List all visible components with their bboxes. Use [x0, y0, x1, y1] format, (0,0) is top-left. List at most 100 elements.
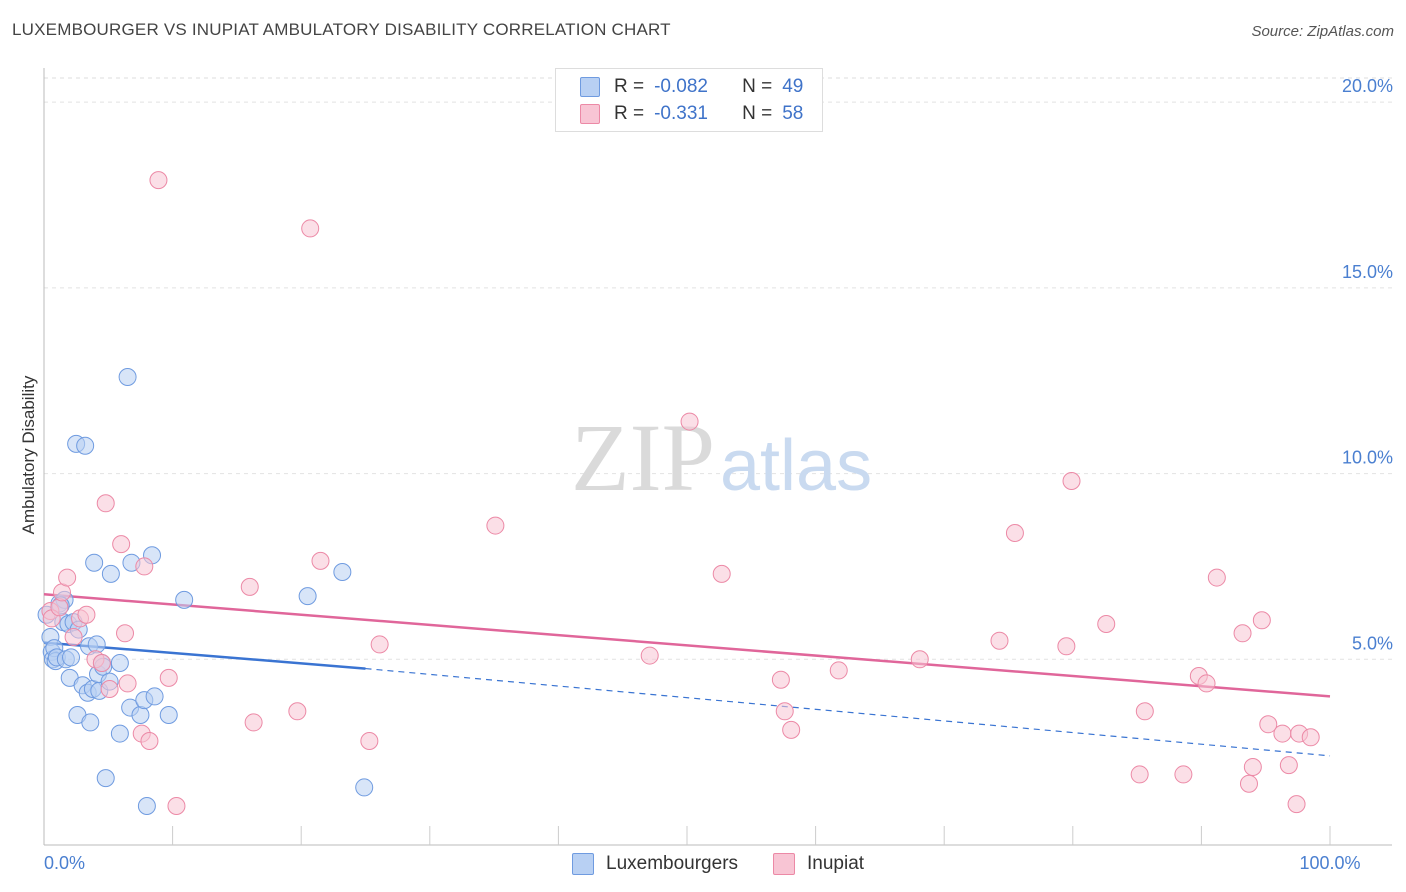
- data-point-inupiat: [1057, 637, 1076, 656]
- data-point-inupiat: [96, 494, 115, 513]
- data-point-luxembourgers: [96, 769, 115, 788]
- y-tick-label: 15.0%: [1342, 262, 1393, 282]
- data-point-inupiat: [360, 732, 379, 750]
- data-point-inupiat: [64, 628, 83, 646]
- n-label: N =: [742, 76, 773, 97]
- data-point-inupiat: [640, 646, 659, 665]
- data-point-inupiat: [311, 551, 330, 570]
- source-label: Source: ZipAtlas.com: [1251, 23, 1394, 40]
- y-tick-label: 20.0%: [1342, 76, 1393, 96]
- data-point-inupiat: [244, 713, 263, 732]
- data-point-inupiat: [301, 219, 320, 238]
- data-point-inupiat: [680, 412, 699, 431]
- tick-labels: 5.0% 10.0% 15.0% 20.0% 0.0% 100.0%: [44, 76, 1393, 873]
- legend-label-luxembourgers: Luxembourgers: [606, 853, 739, 874]
- data-point-inupiat: [159, 668, 178, 687]
- data-point-inupiat: [1252, 611, 1271, 630]
- data-point-inupiat: [1287, 795, 1306, 814]
- n-value: 49: [782, 76, 804, 97]
- legend-swatch-luxembourgers: [572, 853, 594, 875]
- data-point-luxembourgers: [131, 706, 150, 724]
- y-tick-label: 10.0%: [1342, 448, 1393, 468]
- chart-title: LUXEMBOURGER VS INUPIAT AMBULATORY DISAB…: [12, 20, 671, 39]
- trend-line: [43, 593, 1331, 698]
- data-point-inupiat: [50, 598, 69, 617]
- data-point-luxembourgers: [118, 368, 137, 386]
- data-point-inupiat: [782, 720, 801, 739]
- legend-swatch-luxembourgers: [580, 77, 600, 97]
- data-point-inupiat: [167, 797, 186, 815]
- data-point-luxembourgers: [110, 724, 129, 743]
- data-point-inupiat: [829, 661, 848, 680]
- data-point-luxembourgers: [81, 713, 100, 732]
- legend-label-inupiat: Inupiat: [807, 853, 865, 874]
- x-tick-label: 100.0%: [1299, 853, 1360, 873]
- data-point-inupiat: [370, 635, 389, 654]
- data-point-luxembourgers: [137, 797, 156, 815]
- data-point-inupiat: [1135, 702, 1154, 721]
- data-point-luxembourgers: [76, 436, 95, 455]
- legend-swatch-inupiat: [580, 104, 600, 124]
- r-value: -0.082: [654, 76, 708, 97]
- data-point-inupiat: [1273, 724, 1292, 743]
- r-value: -0.331: [654, 103, 708, 124]
- data-point-inupiat: [990, 631, 1009, 650]
- data-point-inupiat: [775, 702, 794, 721]
- data-point-inupiat: [116, 624, 135, 643]
- bottom-legend-inupiat: Inupiat: [773, 851, 864, 877]
- data-point-luxembourgers: [62, 648, 81, 667]
- data-point-inupiat: [1243, 758, 1262, 776]
- data-point-luxembourgers: [145, 687, 164, 706]
- data-point-luxembourgers: [101, 564, 120, 583]
- data-point-inupiat: [1239, 774, 1258, 793]
- trend-lines: [43, 593, 1331, 757]
- data-point-inupiat: [1207, 568, 1226, 587]
- data-point-luxembourgers: [85, 553, 104, 572]
- legend-row-luxembourgers: R = -0.082 N = 49: [580, 74, 803, 100]
- data-point-luxembourgers: [298, 587, 317, 606]
- data-point-inupiat: [1259, 715, 1278, 734]
- data-point-inupiat: [77, 605, 96, 624]
- data-point-luxembourgers: [333, 563, 352, 581]
- data-point-inupiat: [486, 516, 505, 535]
- data-point-inupiat: [58, 568, 77, 587]
- data-point-inupiat: [118, 674, 137, 693]
- data-point-inupiat: [1097, 615, 1116, 633]
- axes: [43, 68, 1392, 846]
- data-point-luxembourgers: [110, 654, 129, 672]
- r-label: R =: [614, 76, 645, 97]
- data-point-inupiat: [1005, 524, 1024, 542]
- data-point-luxembourgers: [355, 778, 374, 797]
- watermark-atlas: atlas: [720, 426, 872, 506]
- data-point-inupiat: [100, 680, 119, 698]
- x-tick-label: 0.0%: [44, 853, 85, 873]
- data-point-inupiat: [1062, 472, 1081, 490]
- data-points: [37, 171, 1320, 815]
- data-point-inupiat: [771, 670, 790, 689]
- legend-row-inupiat: R = -0.331 N = 58: [580, 101, 803, 127]
- r-label: R =: [614, 103, 645, 124]
- data-point-inupiat: [288, 702, 307, 721]
- data-point-inupiat: [1174, 765, 1193, 784]
- n-label: N =: [742, 103, 773, 124]
- data-point-inupiat: [712, 564, 731, 583]
- data-point-inupiat: [1301, 728, 1320, 747]
- stats-legend: R = -0.082 N = 49 R = -0.331 N = 58: [555, 68, 823, 132]
- trend-line-dashed: [365, 667, 1331, 757]
- data-point-inupiat: [92, 654, 111, 672]
- data-point-inupiat: [149, 171, 168, 190]
- data-point-inupiat: [240, 577, 259, 596]
- data-point-inupiat: [135, 557, 154, 576]
- data-point-inupiat: [112, 535, 131, 554]
- data-point-inupiat: [1130, 765, 1149, 784]
- y-tick-label: 5.0%: [1352, 633, 1393, 653]
- data-point-inupiat: [1233, 624, 1252, 643]
- data-point-inupiat: [1279, 756, 1298, 775]
- data-point-inupiat: [140, 732, 159, 750]
- legend-swatch-inupiat: [773, 853, 795, 875]
- bottom-legend-luxembourgers: Luxembourgers: [572, 851, 738, 877]
- data-point-luxembourgers: [175, 590, 194, 609]
- data-point-luxembourgers: [159, 706, 178, 724]
- y-axis-label: Ambulatory Disability: [19, 375, 38, 534]
